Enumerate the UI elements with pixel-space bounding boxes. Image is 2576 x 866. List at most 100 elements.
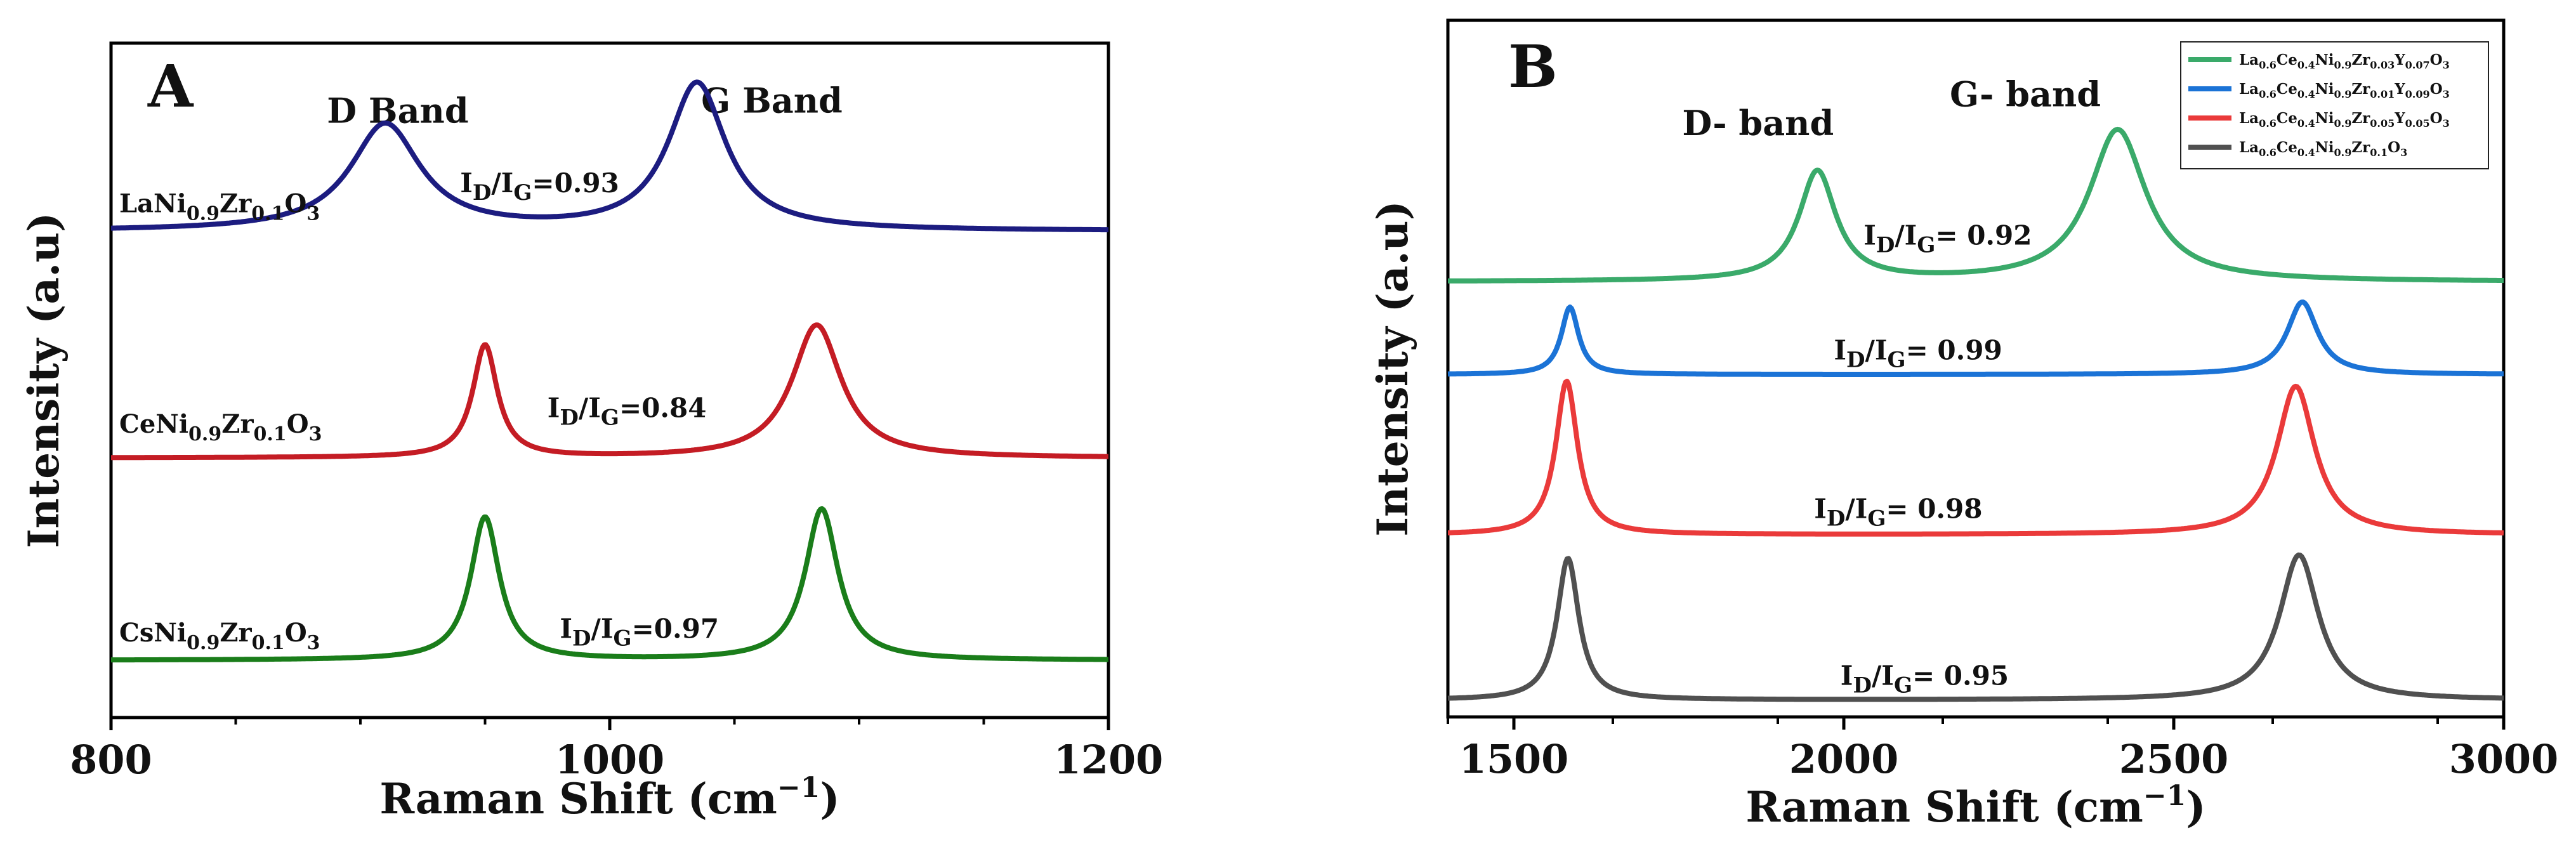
- ratio-slash: /I: [1895, 220, 1917, 251]
- formula-subscript: 0.6: [2259, 59, 2277, 71]
- formula-element: O: [2430, 81, 2443, 98]
- formula-subscript: 3: [2443, 88, 2450, 100]
- ratio-sub-g: G: [1894, 672, 1912, 698]
- legend-entry: La0.6Ce0.4Ni0.9Zr0.01Y0.09O3: [2239, 81, 2450, 100]
- formula-element: Zr: [2351, 139, 2370, 156]
- x-axis-title: Raman Shift (cm−1): [379, 771, 839, 823]
- series-line-2: [1447, 299, 2505, 377]
- formula-element: Ni: [2315, 139, 2334, 156]
- legend-entry: La0.6Ce0.4Ni0.9Zr0.1O3: [2239, 139, 2407, 159]
- band-label: G Band: [701, 81, 843, 121]
- ratio-i: I: [548, 392, 560, 423]
- formula-subscript: 3: [2443, 59, 2450, 71]
- formula-subscript: 0.09: [2405, 88, 2430, 100]
- formula-element: LaNi: [119, 188, 187, 218]
- ratio-i: I: [560, 613, 572, 644]
- formula-element: CsNi: [119, 618, 187, 648]
- ratio-sub-g: G: [1888, 347, 1906, 372]
- x-axis-title: Raman Shift (cm−1): [1745, 780, 2205, 832]
- x-tick-label: 3000: [2449, 736, 2559, 782]
- ratio-value: = 0.98: [1886, 493, 1982, 524]
- band-label: G- band: [1950, 74, 2101, 115]
- formula-element: Zr: [220, 188, 252, 218]
- ratio-label: ID/IG= 0.92: [1863, 220, 2032, 258]
- formula-subscript: 0.4: [2297, 88, 2315, 100]
- ratio-label: ID/IG=0.84: [548, 392, 707, 430]
- series-line-3: [1447, 378, 2505, 537]
- formula-element: Ce: [2277, 139, 2297, 156]
- formula-subscript: 3: [307, 632, 320, 654]
- formula-element: O: [285, 618, 307, 648]
- ratio-label: ID/IG= 0.95: [1841, 660, 2009, 698]
- formula-element: Y: [2394, 81, 2405, 98]
- formula-element: O: [287, 409, 309, 439]
- formula-subscript: 0.4: [2297, 117, 2315, 129]
- ratio-slash: /I: [1865, 334, 1888, 365]
- sample-label: CsNi0.9Zr0.1O3: [119, 618, 320, 654]
- sample-label: CeNi0.9Zr0.1O3: [119, 409, 322, 445]
- formula-subscript: 0.9: [2334, 59, 2351, 71]
- formula-subscript: 0.9: [187, 632, 220, 654]
- formula-element: Ce: [2277, 110, 2297, 127]
- ratio-i: I: [1863, 220, 1876, 251]
- ratio-sub-d: D: [1876, 233, 1895, 258]
- legend-entry: La0.6Ce0.4Ni0.9Zr0.05Y0.05O3: [2239, 110, 2450, 129]
- formula-subscript: 3: [2400, 147, 2407, 159]
- formula-subscript: 0.01: [2370, 88, 2395, 100]
- ratio-sub-g: G: [1867, 506, 1886, 531]
- formula-subscript: 0.07: [2405, 59, 2430, 71]
- x-tick-label: 2000: [1789, 736, 1899, 782]
- formula-element: La: [2239, 110, 2259, 127]
- formula-subscript: 0.05: [2405, 117, 2430, 129]
- panel-b-frame: [1446, 18, 2506, 719]
- formula-subscript: 0.1: [2370, 147, 2388, 159]
- ratio-value: =0.97: [632, 613, 719, 644]
- ratio-label: ID/IG= 0.98: [1814, 493, 1982, 531]
- formula-subscript: 0.05: [2370, 117, 2395, 129]
- ratio-sub-d: D: [1827, 506, 1845, 531]
- band-label: D Band: [327, 91, 468, 131]
- ratio-i: I: [1814, 493, 1827, 524]
- formula-subscript: 0.9: [187, 202, 220, 225]
- y-axis-title: Intensity (a.u): [1368, 200, 1417, 537]
- series-line-2: [110, 322, 1110, 461]
- ratio-label: ID/IG=0.97: [560, 613, 719, 651]
- formula-element: La: [2239, 139, 2259, 156]
- formula-subscript: 0.6: [2259, 88, 2277, 100]
- formula-element: Zr: [221, 409, 254, 439]
- ratio-sub-d: D: [572, 626, 591, 651]
- formula-element: Ni: [2315, 81, 2334, 98]
- ratio-i: I: [1834, 334, 1846, 365]
- ratio-sub-d: D: [1846, 347, 1865, 372]
- ratio-slash: /I: [1872, 660, 1894, 691]
- formula-element: Zr: [2351, 51, 2370, 69]
- formula-element: O: [2430, 51, 2443, 69]
- ratio-label: ID/IG=0.93: [460, 167, 619, 206]
- series-line-3: [110, 506, 1110, 663]
- ratio-value: = 0.95: [1912, 660, 2009, 691]
- panel-b: 1500 2000 2500 3000 Raman Shift (cm−1) Intens…: [1368, 18, 2559, 832]
- ratio-slash: /I: [579, 392, 601, 423]
- sample-label: LaNi0.9Zr0.1O3: [119, 188, 320, 225]
- ratio-i: I: [460, 167, 473, 199]
- formula-element: Y: [2394, 51, 2405, 69]
- x-tick-label: 800: [70, 737, 152, 783]
- band-label: D- band: [1682, 103, 1834, 143]
- ratio-slash: /I: [1845, 493, 1867, 524]
- x-axis-title-text: Raman Shift (cm: [379, 774, 777, 823]
- legend-entry: La0.6Ce0.4Ni0.9Zr0.03Y0.07O3: [2239, 51, 2450, 71]
- formula-subscript: 0.9: [2334, 147, 2351, 159]
- formula-subscript: 0.1: [251, 202, 284, 225]
- ratio-sub-g: G: [601, 405, 619, 430]
- formula-element: Ce: [2277, 51, 2297, 69]
- ratio-sub-g: G: [1917, 233, 1935, 258]
- ratio-label: ID/IG= 0.99: [1834, 334, 2002, 372]
- ratio-i: I: [1841, 660, 1853, 691]
- formula-element: O: [2430, 110, 2443, 127]
- formula-element: Ni: [2315, 110, 2334, 127]
- ratio-value: = 0.92: [1935, 220, 2032, 251]
- x-axis-title-superscript: −1: [2143, 780, 2186, 812]
- ratio-sub-d: D: [560, 405, 578, 430]
